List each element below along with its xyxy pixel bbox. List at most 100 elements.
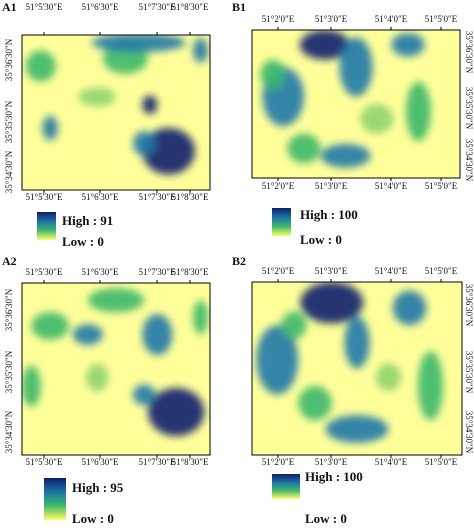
map-frame <box>21 282 211 456</box>
bottom-tick-label: 51°6'30"E <box>82 192 119 202</box>
hotspot <box>87 288 145 313</box>
hotspot <box>405 81 431 141</box>
hotspot <box>300 282 364 324</box>
bottom-tick-label: 51°7'30"E <box>139 192 176 202</box>
bottom-tick-label: 51°4'0"E <box>375 181 408 191</box>
bottom-tick-label: 51°6'30"E <box>82 457 119 467</box>
map-frame <box>251 281 463 456</box>
blobs <box>260 30 431 168</box>
bottom-tick-label: 51°2'0"E <box>262 457 295 467</box>
hotspot <box>22 365 41 407</box>
lat-tick-label: 35°35'30"N <box>464 351 474 394</box>
hotspot <box>132 131 156 156</box>
hotspot <box>193 38 209 63</box>
legend-high: High : 100 <box>305 469 363 484</box>
hotspot <box>132 384 156 406</box>
legend-high: High : 100 <box>300 207 358 222</box>
top-tick-label: 51°2'0"E <box>262 266 295 276</box>
bottom-tick-label: 51°3'0"E <box>315 457 348 467</box>
legend-high: High : 91 <box>62 213 113 228</box>
bottom-tick-label: 51°5'0"E <box>425 181 458 191</box>
hotspot <box>392 290 427 326</box>
map-panel: B1 51°2'0"E 51°2'0"E 51°3'0"E 51°3'0"E 51°4'0… <box>232 0 474 247</box>
hotspot <box>299 30 350 60</box>
top-tick-label: 51°3'0"E <box>315 266 348 276</box>
legend-low: Low : 0 <box>300 232 342 247</box>
hotspot <box>72 324 103 345</box>
bottom-tick-label: 51°3'0"E <box>315 181 348 191</box>
hotspot <box>287 133 321 164</box>
lat-tick-label: 35°36'30"N <box>4 38 14 81</box>
hotspot <box>31 312 69 340</box>
legend-high: High : 95 <box>72 480 124 495</box>
hotspot <box>339 37 373 97</box>
lat-tick-label: 35°35'30"N <box>4 350 14 393</box>
bottom-tick-label: 51°5'30"E <box>26 457 63 467</box>
legend-low: Low : 0 <box>72 511 114 526</box>
top-tick-label: 51°4'0"E <box>375 14 408 24</box>
hotspot <box>193 300 209 335</box>
heatmap <box>252 30 460 178</box>
hotspot <box>142 313 173 356</box>
bottom-tick-label: 51°5'30"E <box>26 192 63 202</box>
panel-label: B2 <box>232 254 246 268</box>
bottom-tick-label: 51°4'0"E <box>375 457 408 467</box>
bottom-tick-label: 51°5'0"E <box>425 457 458 467</box>
hotspot <box>91 35 186 53</box>
map-frame <box>251 29 461 179</box>
hotspot <box>85 363 109 392</box>
hotspot <box>281 311 307 340</box>
top-tick-label: 51°7'30"E <box>139 267 176 277</box>
map-panel: A2 51°5'30"E 51°5'30"E 51°6'30"E 51°6'30"E 51… <box>2 254 211 526</box>
hotspot <box>25 50 56 82</box>
bottom-tick-label: 51°8'30"E <box>172 192 209 202</box>
top-tick-label: 51°5'30"E <box>26 267 63 277</box>
heatmap <box>252 282 462 455</box>
map-frame <box>21 34 211 191</box>
lat-tick-label: 35°35'30"N <box>4 100 14 143</box>
top-tick-label: 51°8'30"E <box>172 267 209 277</box>
legend-low: Low : 0 <box>62 234 104 249</box>
lat-tick-label: 35°34'30"N <box>464 139 474 182</box>
bottom-tick-label: 51°8'30"E <box>172 457 209 467</box>
hotspot <box>42 115 58 141</box>
hotspot <box>256 325 299 395</box>
top-tick-label: 51°5'30"E <box>26 2 63 12</box>
hotspot <box>417 351 444 421</box>
legend-ramp <box>272 474 300 499</box>
heatmap <box>22 35 210 190</box>
hotspot <box>78 87 116 107</box>
top-tick-label: 51°3'0"E <box>315 14 348 24</box>
lat-tick-label: 35°35'30"N <box>464 87 474 130</box>
hotspot <box>142 95 158 115</box>
lat-tick-label: 35°36'30"N <box>464 284 474 327</box>
legend-low: Low : 0 <box>305 511 347 526</box>
blobs <box>256 282 444 443</box>
hotspot <box>360 104 394 134</box>
hotspot <box>391 32 425 57</box>
blobs <box>22 288 209 437</box>
hotspot <box>375 363 402 391</box>
lat-tick-label: 35°36'30"N <box>4 288 14 331</box>
legend-ramp <box>44 478 66 520</box>
bottom-tick-label: 51°2'0"E <box>262 181 295 191</box>
legend-ramp <box>37 212 56 240</box>
hotspot <box>344 316 370 369</box>
heatmap <box>22 283 210 455</box>
hotspot <box>147 387 205 437</box>
panel-label: A2 <box>2 254 17 268</box>
top-tick-label: 51°4'0"E <box>375 266 408 276</box>
top-tick-label: 51°6'30"E <box>82 267 119 277</box>
blobs <box>25 35 209 175</box>
hotspot <box>298 385 332 421</box>
map-panel: B2 51°2'0"E 51°2'0"E 51°3'0"E 51°3'0"E 51°4'0… <box>232 254 474 526</box>
lat-tick-label: 35°36'30"N <box>464 31 474 74</box>
map-panel: A1 51°5'30"E 51°5'30"E 51°6'30"E 51°6'30"E 51… <box>2 0 211 249</box>
hotspot <box>320 143 371 168</box>
lat-tick-label: 35°34'30"N <box>4 150 14 193</box>
panel-label: B1 <box>232 0 246 14</box>
hotspot <box>260 59 286 90</box>
top-tick-label: 51°2'0"E <box>262 14 295 24</box>
top-tick-label: 51°7'30"E <box>139 2 176 12</box>
bottom-tick-label: 51°7'30"E <box>139 457 176 467</box>
